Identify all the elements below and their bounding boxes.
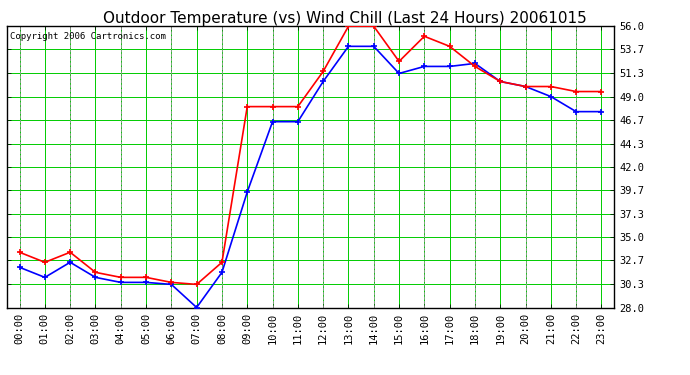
Text: Copyright 2006 Cartronics.com: Copyright 2006 Cartronics.com [10, 32, 166, 41]
Text: Outdoor Temperature (vs) Wind Chill (Last 24 Hours) 20061015: Outdoor Temperature (vs) Wind Chill (Las… [103, 11, 587, 26]
